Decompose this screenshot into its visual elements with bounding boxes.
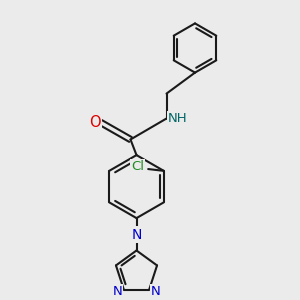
Text: N: N [112, 285, 122, 298]
Text: Cl: Cl [131, 160, 144, 173]
Text: N: N [151, 285, 161, 298]
Text: O: O [89, 115, 101, 130]
Text: NH: NH [168, 112, 188, 125]
Text: N: N [131, 228, 142, 242]
